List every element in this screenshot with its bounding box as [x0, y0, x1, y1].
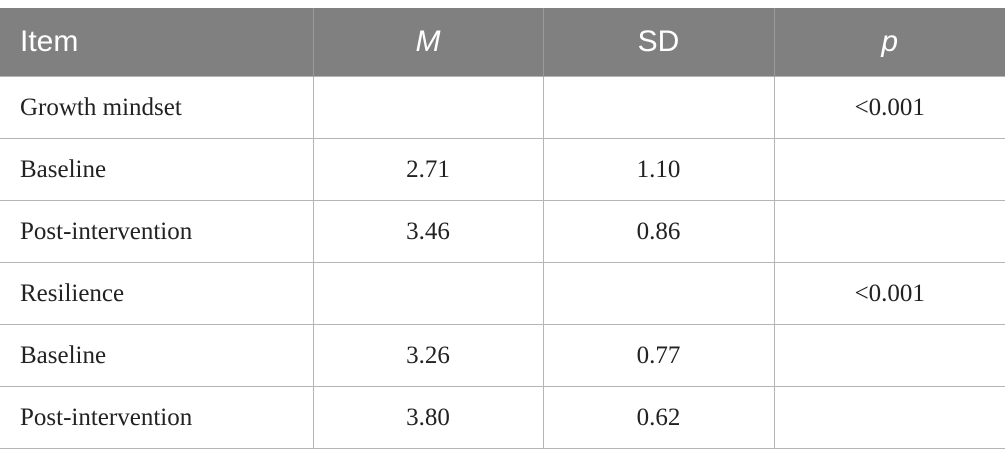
table-cell: 2.71 [312, 138, 544, 201]
table-cell [542, 76, 775, 139]
table-cell: 1.10 [542, 138, 775, 201]
table-body: Growth mindset <0.001 Baseline 2.71 1.10 Post… [0, 76, 1005, 449]
table-cell [773, 138, 1005, 201]
table-cell [773, 200, 1005, 263]
table-cell [773, 386, 1005, 449]
table-row: Growth mindset <0.001 [0, 76, 1005, 139]
table-cell: 0.62 [542, 386, 775, 449]
table-cell: Resilience [0, 262, 314, 325]
table-cell: Post-intervention [0, 200, 314, 263]
table-row: Resilience <0.001 [0, 262, 1005, 325]
data-table: Item M SD p Growth mindset <0.001 Baseline 2.7… [0, 8, 1005, 449]
table-header: Item M SD p [0, 8, 1005, 77]
table-cell: Growth mindset [0, 76, 314, 139]
table-cell [312, 262, 544, 325]
table-row: Post-intervention 3.80 0.62 [0, 386, 1005, 449]
table-row: Baseline 3.26 0.77 [0, 324, 1005, 387]
header-cell: SD [542, 8, 774, 77]
page: Item M SD p Growth mindset <0.001 Baseline 2.7… [0, 8, 1005, 472]
table-cell: 3.26 [312, 324, 544, 387]
table-row: Post-intervention 3.46 0.86 [0, 200, 1005, 263]
table-cell: <0.001 [773, 76, 1005, 139]
table-cell: 0.77 [542, 324, 775, 387]
table-cell: <0.001 [773, 262, 1005, 325]
table-cell [773, 324, 1005, 387]
header-row: Item M SD p [0, 8, 1005, 77]
table-cell: 3.80 [312, 386, 544, 449]
table-cell [542, 262, 775, 325]
table-cell: Baseline [0, 324, 314, 387]
header-cell: p [773, 8, 1005, 77]
table-cell [312, 76, 544, 139]
table-row: Baseline 2.71 1.10 [0, 138, 1005, 201]
header-cell: M [312, 8, 543, 77]
table-cell: Post-intervention [0, 386, 314, 449]
table-cell: 3.46 [312, 200, 544, 263]
table-cell: 0.86 [542, 200, 775, 263]
table-cell: Baseline [0, 138, 314, 201]
header-cell: Item [0, 8, 313, 77]
